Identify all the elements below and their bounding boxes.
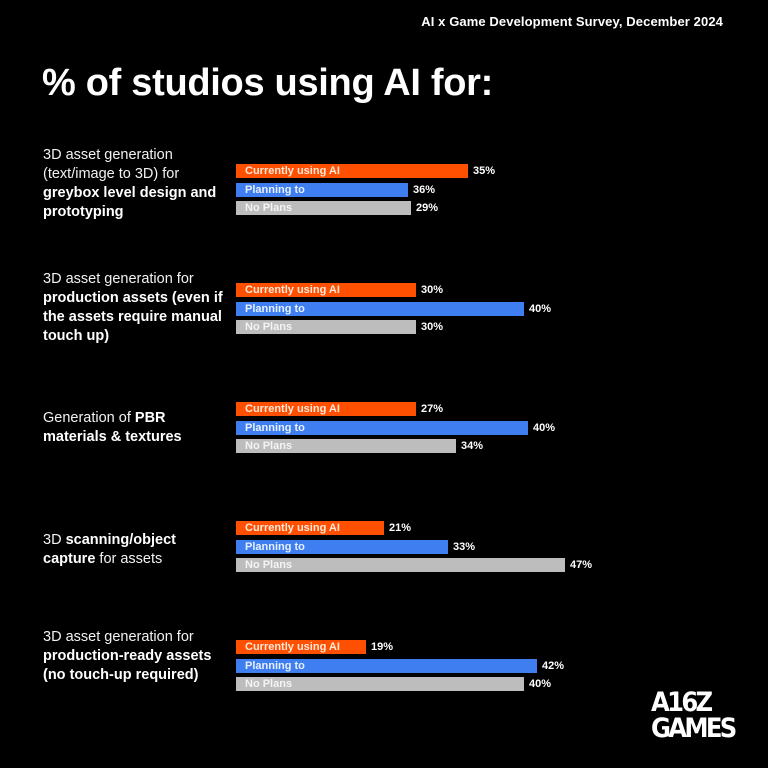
bar-planning: Planning to xyxy=(236,420,528,435)
value-label-no-plans: 47% xyxy=(570,559,593,571)
bar-planning: Planning to xyxy=(236,182,408,197)
logo-line-1: A16Z xyxy=(651,687,713,718)
value-label-planning: 42% xyxy=(542,659,565,672)
bar-planning: Planning to xyxy=(236,658,537,673)
bar-no-plans: No Plans xyxy=(236,439,456,453)
value-label-planning: 40% xyxy=(533,421,556,434)
category-label-bold: production assets (even if the assets re… xyxy=(43,290,223,344)
value-label-planning: 40% xyxy=(529,302,552,315)
category-label-bold: PBR materials & textures xyxy=(43,410,182,445)
category-label: 3D asset generation for production asset… xyxy=(43,270,223,346)
category-label-text: 3D asset generation (text/image to 3D) f… xyxy=(43,147,180,182)
value-label-no-plans: 40% xyxy=(529,678,552,690)
bar-current: Currently using AI xyxy=(236,402,416,416)
bar-planning: Planning to xyxy=(236,539,448,554)
category-label: 3D scanning/object capture for assets xyxy=(43,531,223,569)
chart-title: % of studios using AI for: xyxy=(42,62,493,104)
category-label-text: for assets xyxy=(95,551,163,567)
category-label-bold: production-ready assets (no touch-up req… xyxy=(43,648,212,683)
category-label-text: Generation of xyxy=(43,410,135,426)
value-label-no-plans: 29% xyxy=(416,202,439,214)
category-label: Generation of PBR materials & textures xyxy=(43,409,223,447)
bar-no-plans: No Plans xyxy=(236,558,565,572)
category-label: 3D asset generation for production-ready… xyxy=(43,628,223,685)
category-label-text: 3D asset generation for xyxy=(43,629,194,645)
bar-current: Currently using AI xyxy=(236,521,384,535)
bar-current: Currently using AI xyxy=(236,164,468,178)
category-label: 3D asset generation (text/image to 3D) f… xyxy=(43,146,223,222)
survey-subtitle: AI x Game Development Survey, December 2… xyxy=(421,14,723,29)
value-label-current: 21% xyxy=(389,522,412,534)
value-label-current: 30% xyxy=(421,284,444,296)
bar-no-plans: No Plans xyxy=(236,320,416,334)
category-label-bold: scanning/object capture xyxy=(43,532,176,567)
value-label-planning: 36% xyxy=(413,183,436,196)
category-label-text: 3D asset generation for xyxy=(43,271,194,287)
bar-no-plans: No Plans xyxy=(236,677,524,691)
bar-planning: Planning to xyxy=(236,301,524,316)
value-label-current: 27% xyxy=(421,403,444,415)
category-label-bold: greybox level design and prototyping xyxy=(43,185,217,220)
bar-current: Currently using AI xyxy=(236,283,416,297)
value-label-current: 19% xyxy=(371,641,394,653)
bar-no-plans: No Plans xyxy=(236,201,411,215)
category-label-text: 3D xyxy=(43,532,66,548)
value-label-current: 35% xyxy=(473,165,496,177)
value-label-planning: 33% xyxy=(453,540,476,553)
value-label-no-plans: 30% xyxy=(421,321,444,333)
bar-current: Currently using AI xyxy=(236,640,366,654)
value-label-no-plans: 34% xyxy=(461,440,484,452)
a16z-games-logo: A16Z GAMES xyxy=(651,687,741,744)
logo-line-2: GAMES xyxy=(651,713,737,744)
